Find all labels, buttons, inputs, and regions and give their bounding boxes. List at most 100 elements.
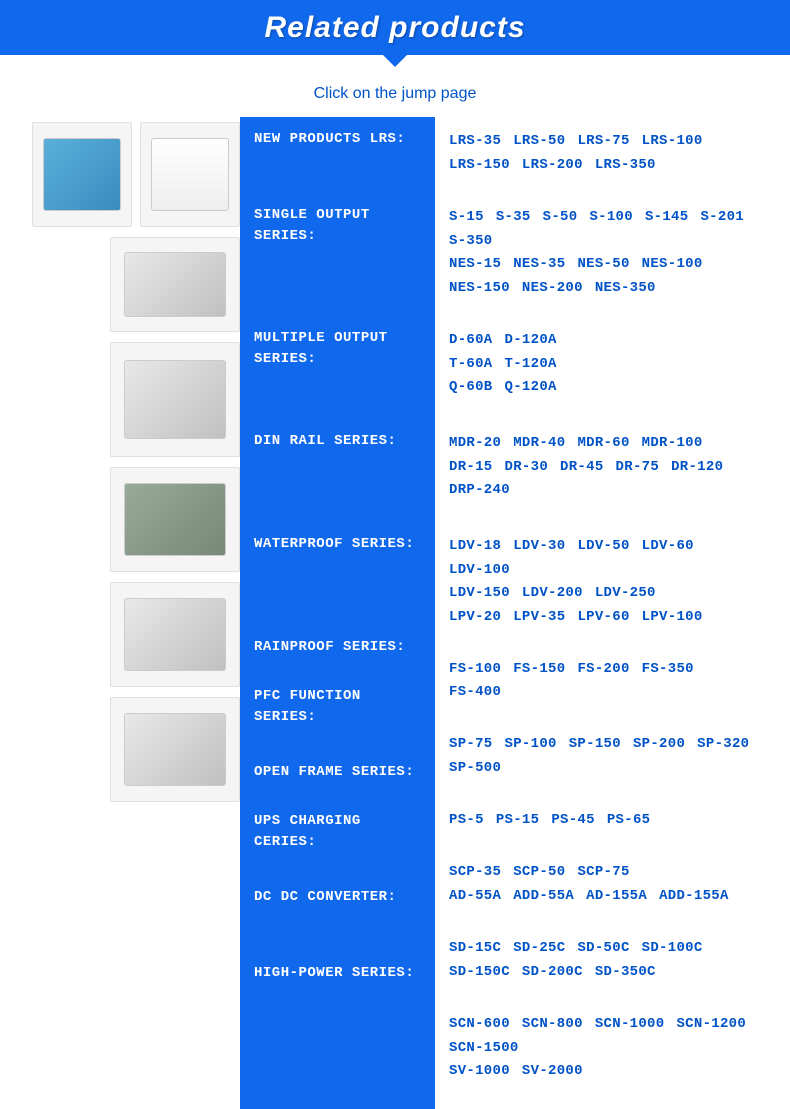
product-link[interactable]: LPV-20 — [449, 607, 501, 629]
category-label: PFC FUNCTION SERIES: — [254, 686, 425, 728]
product-link[interactable]: D-120A — [505, 330, 557, 352]
product-link[interactable]: ADD-155A — [659, 886, 729, 908]
product-link[interactable]: NES-100 — [642, 254, 703, 276]
product-link[interactable]: DR-120 — [671, 457, 723, 479]
product-link[interactable]: SCN-1500 — [449, 1038, 519, 1060]
product-link[interactable]: SCP-50 — [513, 862, 565, 884]
product-thumbnail — [32, 122, 132, 227]
product-link[interactable]: LDV-150 — [449, 583, 510, 605]
product-link[interactable]: PS-65 — [607, 810, 651, 832]
product-link[interactable]: PS-5 — [449, 810, 484, 832]
product-link[interactable]: D-60A — [449, 330, 493, 352]
product-link[interactable]: S-100 — [589, 207, 633, 229]
product-link[interactable]: DR-45 — [560, 457, 604, 479]
product-row: SP-500 — [449, 756, 765, 780]
product-link[interactable]: SD-350C — [595, 962, 656, 984]
product-link[interactable]: LRS-75 — [577, 131, 629, 153]
product-link[interactable]: SCN-800 — [522, 1014, 583, 1036]
product-box-icon — [124, 598, 226, 670]
product-link[interactable]: LRS-50 — [513, 131, 565, 153]
product-link[interactable]: PS-45 — [551, 810, 595, 832]
product-link[interactable]: MDR-100 — [642, 433, 703, 455]
product-link[interactable]: FS-100 — [449, 659, 501, 681]
product-link[interactable]: SD-25C — [513, 938, 565, 960]
product-row: LDV-18 LDV-30 LDV-50 LDV-60 LDV-100 — [449, 534, 765, 581]
product-link[interactable]: FS-150 — [513, 659, 565, 681]
product-link[interactable]: SV-1000 — [449, 1061, 510, 1083]
product-thumbnail — [140, 122, 240, 227]
product-link[interactable]: LPV-60 — [577, 607, 629, 629]
product-link[interactable]: MDR-40 — [513, 433, 565, 455]
product-link[interactable]: SCN-1000 — [595, 1014, 665, 1036]
product-link[interactable]: NES-35 — [513, 254, 565, 276]
product-link[interactable]: SCN-600 — [449, 1014, 510, 1036]
product-link[interactable]: FS-200 — [577, 659, 629, 681]
product-link[interactable]: NES-350 — [595, 278, 656, 300]
product-link[interactable]: AD-155A — [586, 886, 647, 908]
product-link[interactable]: SP-75 — [449, 734, 493, 756]
product-row: NES-150 NES-200 NES-350 — [449, 276, 765, 300]
product-link[interactable]: SD-15C — [449, 938, 501, 960]
product-link[interactable]: SCP-35 — [449, 862, 501, 884]
product-link[interactable]: LRS-200 — [522, 155, 583, 177]
product-link[interactable]: S-50 — [543, 207, 578, 229]
product-link[interactable]: SP-150 — [569, 734, 621, 756]
product-link[interactable]: LRS-35 — [449, 131, 501, 153]
product-link[interactable]: LRS-150 — [449, 155, 510, 177]
product-link[interactable]: T-120A — [505, 354, 557, 376]
product-link[interactable]: LDV-60 — [642, 536, 694, 558]
product-link[interactable]: Q-60B — [449, 377, 493, 399]
product-link[interactable]: LDV-50 — [577, 536, 629, 558]
product-link[interactable]: LDV-200 — [522, 583, 583, 605]
category-item-openframe: OPEN FRAME SERIES: — [254, 762, 425, 783]
product-link[interactable]: SCP-75 — [577, 862, 629, 884]
product-link[interactable]: NES-50 — [577, 254, 629, 276]
product-link[interactable]: MDR-60 — [577, 433, 629, 455]
product-link[interactable]: S-350 — [449, 231, 493, 253]
product-thumbnail — [110, 582, 240, 687]
product-link[interactable]: LDV-18 — [449, 536, 501, 558]
image-column — [15, 117, 240, 1109]
product-link[interactable]: LDV-100 — [449, 560, 510, 582]
product-link[interactable]: SD-200C — [522, 962, 583, 984]
product-link[interactable]: ADD-55A — [513, 886, 574, 908]
product-link[interactable]: DR-75 — [616, 457, 660, 479]
product-link[interactable]: FS-350 — [642, 659, 694, 681]
product-link[interactable]: S-15 — [449, 207, 484, 229]
product-link[interactable]: LPV-100 — [642, 607, 703, 629]
product-link[interactable]: T-60A — [449, 354, 493, 376]
product-link[interactable]: LRS-350 — [595, 155, 656, 177]
product-link[interactable]: LDV-250 — [595, 583, 656, 605]
product-link[interactable]: LDV-30 — [513, 536, 565, 558]
product-link[interactable]: SCN-1200 — [676, 1014, 746, 1036]
product-link[interactable]: PS-15 — [496, 810, 540, 832]
product-link[interactable]: DRP-240 — [449, 480, 510, 502]
product-link[interactable]: AD-55A — [449, 886, 501, 908]
product-link[interactable]: NES-150 — [449, 278, 510, 300]
product-link[interactable]: SP-100 — [505, 734, 557, 756]
product-link[interactable]: LPV-35 — [513, 607, 565, 629]
product-link[interactable]: Q-120A — [505, 377, 557, 399]
product-group-waterproof: LDV-18LDV-30LDV-50LDV-60LDV-100LDV-150LD… — [449, 534, 765, 629]
product-link[interactable]: SP-500 — [449, 758, 501, 780]
product-link[interactable]: SP-320 — [697, 734, 749, 756]
product-link[interactable]: MDR-20 — [449, 433, 501, 455]
product-link[interactable]: LRS-100 — [642, 131, 703, 153]
product-link[interactable]: FS-400 — [449, 682, 501, 704]
product-link[interactable]: SD-150C — [449, 962, 510, 984]
product-link[interactable]: NES-200 — [522, 278, 583, 300]
product-row: PS-5 PS-15 PS-45 PS-65 — [449, 808, 765, 832]
product-link[interactable]: NES-15 — [449, 254, 501, 276]
subtitle: Click on the jump page — [0, 67, 790, 117]
product-link[interactable]: S-35 — [496, 207, 531, 229]
product-row: SCP-35 SCP-50 SCP-75 — [449, 860, 765, 884]
product-link[interactable]: SD-100C — [642, 938, 703, 960]
product-link[interactable]: S-145 — [645, 207, 689, 229]
product-link[interactable]: SD-50C — [577, 938, 629, 960]
category-item-waterproof: WATERPROOF SERIES: — [254, 534, 425, 609]
product-link[interactable]: S-201 — [700, 207, 744, 229]
product-link[interactable]: SP-200 — [633, 734, 685, 756]
product-link[interactable]: DR-15 — [449, 457, 493, 479]
product-link[interactable]: SV-2000 — [522, 1061, 583, 1083]
product-link[interactable]: DR-30 — [505, 457, 549, 479]
